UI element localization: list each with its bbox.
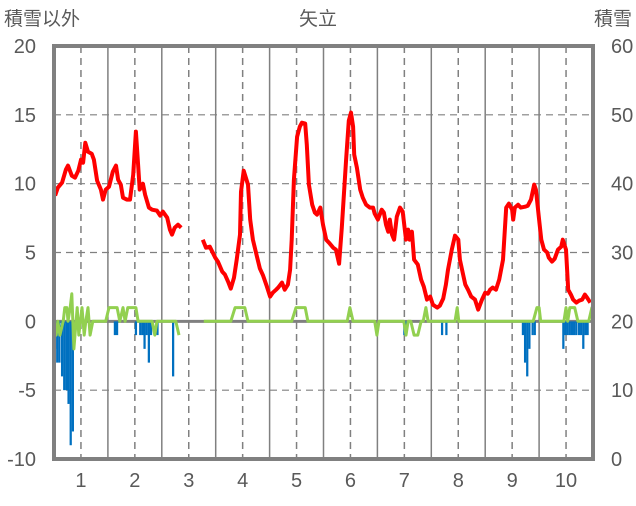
precip-bar [531,321,534,336]
precip-bar [60,321,64,377]
precip-bar [526,321,529,377]
y-right-tick-label: 50 [611,105,633,127]
precip-bar [67,321,70,404]
precip-bar [580,321,583,336]
precip-bar [570,321,574,336]
y-right-tick-label: 20 [611,311,633,333]
precip-bar [586,321,589,336]
y-left-tick-label: -10 [7,449,36,471]
precip-bar [145,321,148,336]
precip-bar [156,321,159,336]
precip-bar [582,321,585,349]
y-right-tick-label: 10 [611,380,633,402]
precip-bar [440,321,444,336]
x-tick-label: 6 [345,470,356,492]
precip-bar [577,321,581,336]
precip-bar [63,321,66,391]
right-axis-label: 積雪 [594,8,632,30]
x-tick-label: 5 [291,470,302,492]
precip-bar [528,321,531,349]
y-left-tick-label: 10 [14,174,36,196]
precip-bar [566,321,569,336]
precip-bar [575,321,578,336]
precip-bar [584,321,587,336]
precip-bar [171,321,175,377]
precip-bar [149,321,153,336]
y-left-tick-label: 0 [25,311,36,333]
left-axis-label: 積雪以外 [4,8,80,30]
precip-bar [523,321,527,363]
x-tick-label: 1 [75,470,86,492]
precip-bar [521,321,525,336]
x-tick-label: 8 [453,470,464,492]
y-right-tick-label: 0 [611,449,622,471]
precip-bar [58,321,61,363]
y-left-tick-label: 20 [14,36,36,58]
gridlines [54,46,593,459]
y-right-tick-label: 30 [611,243,633,265]
precip-bar [445,321,448,336]
y-right-tick-label: 40 [611,174,633,196]
precip-bar [113,321,117,336]
y-left-tick-label: 5 [25,243,36,265]
x-tick-label: 2 [129,470,140,492]
precip-bar [56,321,59,363]
x-tick-label: 9 [507,470,518,492]
precip-bar [141,321,144,336]
precip-bar [71,321,74,432]
precip-bar [562,321,565,349]
x-tick-label: 3 [183,470,194,492]
y-left-tick-label: -5 [18,380,36,402]
precip-bar [573,321,576,336]
x-tick-label: 7 [399,470,410,492]
red-line-series [53,110,592,312]
green-line-series [52,292,595,351]
y-left-tick-label: 15 [14,105,36,127]
chart-title: 矢立 [299,8,337,30]
precip-bar [134,321,138,336]
plot-border [52,44,595,461]
x-tick-label: 4 [237,470,248,492]
precip-bar [533,321,536,336]
y-right-tick-label: 60 [611,36,633,58]
precip-bar [564,321,567,336]
precip-bar [147,321,150,363]
precip-bar [69,321,72,446]
precip-bar [568,321,571,336]
precip-bar [65,321,68,391]
x-tick-label: 10 [555,470,577,492]
precip-bar [139,321,142,336]
precip-bar [115,321,119,336]
precip-bar [143,321,146,349]
